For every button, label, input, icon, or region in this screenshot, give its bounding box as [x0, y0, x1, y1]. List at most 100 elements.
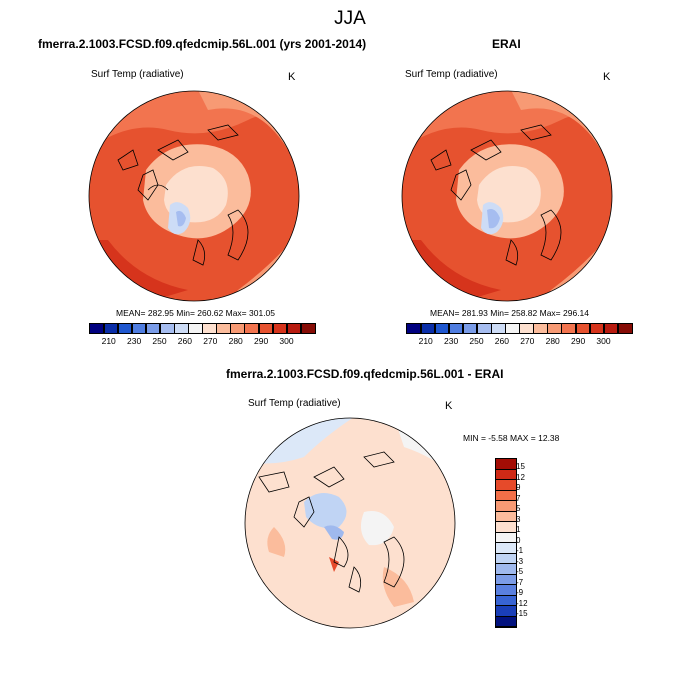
colorbar-tick-label: 210 — [418, 336, 433, 346]
colorbar-swatch — [496, 585, 516, 596]
colorbar-tick-label: 0 — [516, 535, 521, 545]
colorbar-swatch — [496, 532, 516, 543]
right-stats: MEAN= 281.93 Min= 258.82 Max= 296.14 — [430, 308, 590, 318]
colorbar-swatch — [406, 323, 422, 334]
colorbar-swatch — [420, 323, 436, 334]
colorbar-swatch — [603, 323, 619, 334]
colorbar-tick-label: 15 — [516, 462, 525, 471]
colorbar-tick-label: 270 — [520, 336, 535, 346]
colorbar-swatch — [490, 323, 506, 334]
colorbar-tick-label: 290 — [571, 336, 586, 346]
colorbar-tick-label: -3 — [516, 556, 524, 566]
diff-unit-label: K — [445, 400, 453, 412]
colorbar-swatch — [496, 616, 516, 627]
colorbar-swatch — [589, 323, 605, 334]
colorbar-swatch — [519, 323, 534, 334]
left-variable-label: Surf Temp (radiative) — [91, 69, 184, 80]
colorbar-swatch — [159, 323, 175, 334]
colorbar-tick-label: 300 — [596, 336, 611, 346]
colorbar-tick-label: 270 — [203, 336, 218, 346]
colorbar-swatch — [434, 323, 450, 334]
colorbar-swatch — [462, 323, 478, 334]
colorbar-tick-label: 210 — [101, 336, 116, 346]
diff-variable-label: Surf Temp (radiative) — [248, 398, 341, 409]
right-colorbar-ticks: 210 230 250 260 270 280 290 300 — [407, 336, 611, 348]
left-colorbar — [89, 323, 316, 334]
colorbar-swatch — [230, 323, 246, 334]
colorbar-tick-label: -7 — [516, 577, 524, 587]
colorbar-swatch — [117, 323, 133, 334]
colorbar-swatch — [496, 543, 516, 554]
colorbar-swatch — [145, 323, 161, 334]
colorbar-tick-label: 230 — [444, 336, 459, 346]
colorbar-swatch — [202, 323, 217, 334]
colorbar-swatch — [496, 595, 516, 606]
colorbar-tick-label: 12 — [516, 472, 525, 482]
colorbar-tick-label: 250 — [152, 336, 167, 346]
colorbar-swatch — [216, 323, 231, 334]
colorbar-tick-label: 3 — [516, 514, 521, 524]
colorbar-tick-label: 260 — [494, 336, 509, 346]
colorbar-swatch — [89, 323, 105, 334]
colorbar-swatch — [547, 323, 563, 334]
colorbar-swatch — [496, 522, 516, 533]
right-unit-label: K — [603, 71, 611, 83]
colorbar-swatch — [496, 490, 516, 501]
colorbar-swatch — [617, 323, 633, 334]
colorbar-tick-label: 280 — [545, 336, 560, 346]
colorbar-swatch — [476, 323, 492, 334]
colorbar-tick-label: -15 — [516, 609, 528, 618]
colorbar-swatch — [533, 323, 548, 334]
colorbar-swatch — [496, 511, 516, 522]
colorbar-tick-label: 300 — [279, 336, 294, 346]
colorbar-swatch — [496, 606, 516, 617]
left-unit-label: K — [288, 71, 296, 83]
colorbar-swatch — [103, 323, 119, 334]
colorbar-tick-label: -5 — [516, 567, 524, 576]
colorbar-swatch — [448, 323, 464, 334]
colorbar-swatch — [496, 459, 516, 470]
colorbar-swatch — [561, 323, 577, 334]
diff-polar-map — [244, 417, 456, 629]
colorbar-tick-label: 5 — [516, 504, 521, 513]
colorbar-swatch — [575, 323, 591, 334]
colorbar-tick-label: -1 — [516, 546, 524, 555]
colorbar-swatch — [300, 323, 316, 334]
colorbar-tick-label: 250 — [469, 336, 484, 346]
colorbar-swatch — [496, 574, 516, 585]
diff-stats: MIN = -5.58 MAX = 12.38 — [463, 433, 560, 443]
colorbar-swatch — [173, 323, 189, 334]
colorbar-swatch — [496, 501, 516, 512]
colorbar-tick-label: -9 — [516, 588, 524, 597]
colorbar-swatch — [496, 553, 516, 564]
colorbar-swatch — [188, 323, 203, 334]
right-panel-title: ERAI — [492, 37, 521, 51]
colorbar-swatch — [244, 323, 260, 334]
right-polar-map — [401, 90, 613, 302]
left-colorbar-ticks: 210 230 250 260 270 280 290 300 — [90, 336, 294, 348]
colorbar-tick-label: 260 — [177, 336, 192, 346]
right-colorbar — [406, 323, 633, 334]
colorbar-tick-label: -12 — [516, 598, 528, 608]
diff-panel-title: fmerra.2.1003.FCSD.f09.qfedcmip.56L.001 … — [226, 367, 504, 381]
right-variable-label: Surf Temp (radiative) — [405, 69, 498, 80]
colorbar-swatch — [496, 480, 516, 491]
colorbar-swatch — [496, 469, 516, 480]
colorbar-tick-label: 290 — [254, 336, 269, 346]
colorbar-swatch — [258, 323, 274, 334]
left-panel-title: fmerra.2.1003.FCSD.f09.qfedcmip.56L.001 … — [38, 37, 367, 51]
colorbar-tick-label: 9 — [516, 483, 521, 492]
colorbar-swatch — [505, 323, 520, 334]
figure-title: JJA — [334, 8, 366, 29]
colorbar-swatch — [286, 323, 302, 334]
colorbar-swatch — [496, 564, 516, 575]
colorbar-swatch — [272, 323, 288, 334]
colorbar-swatch — [131, 323, 147, 334]
colorbar-tick-label: 280 — [228, 336, 243, 346]
colorbar-tick-label: 7 — [516, 493, 521, 503]
colorbar-tick-label: 1 — [516, 525, 521, 534]
left-stats: MEAN= 282.95 Min= 260.62 Max= 301.05 — [116, 308, 276, 318]
left-polar-map — [88, 90, 300, 302]
colorbar-tick-label: 230 — [127, 336, 142, 346]
diff-colorbar — [495, 458, 517, 628]
